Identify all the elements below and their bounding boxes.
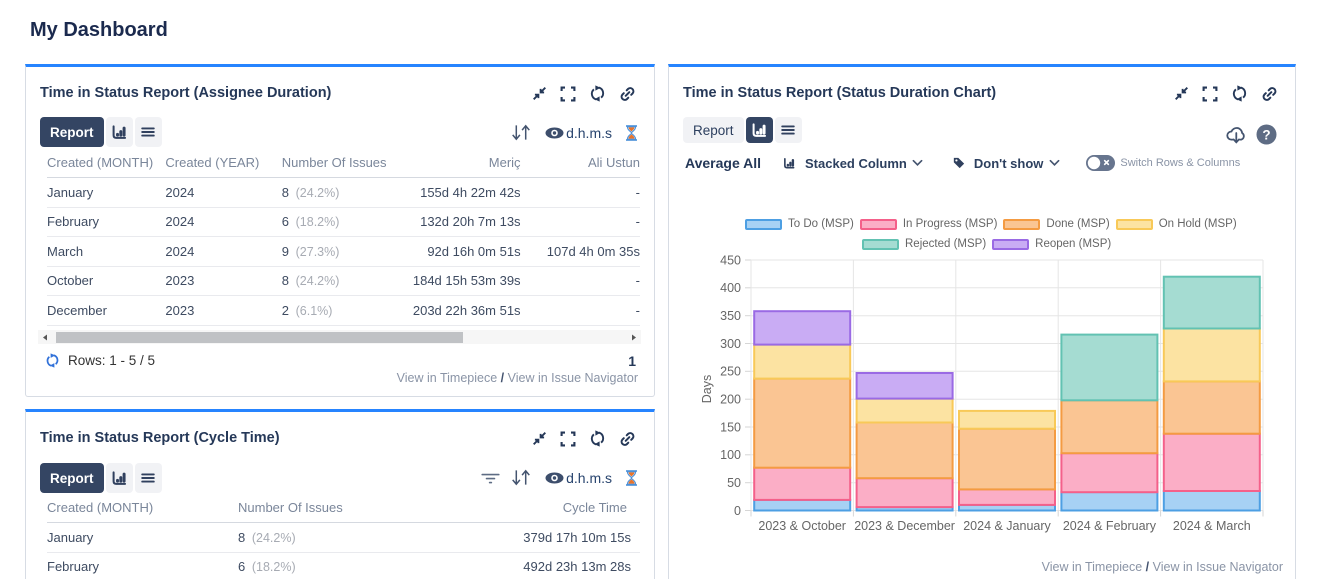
svg-text:350: 350 (720, 309, 741, 323)
svg-text:300: 300 (720, 337, 741, 351)
svg-text:2024 & February: 2024 & February (1063, 519, 1157, 533)
svg-text:2023 & October: 2023 & October (758, 519, 846, 533)
svg-text:400: 400 (720, 281, 741, 295)
svg-text:2023 & December: 2023 & December (854, 519, 955, 533)
svg-text:150: 150 (720, 420, 741, 434)
svg-text:100: 100 (720, 448, 741, 462)
svg-text:450: 450 (720, 253, 741, 267)
svg-text:0: 0 (734, 504, 741, 518)
svg-text:50: 50 (727, 476, 741, 490)
svg-text:?: ? (1262, 127, 1270, 142)
svg-text:Days: Days (700, 375, 714, 403)
svg-text:2024 & March: 2024 & March (1173, 519, 1251, 533)
svg-text:200: 200 (720, 393, 741, 407)
svg-text:250: 250 (720, 365, 741, 379)
svg-text:2024 & January: 2024 & January (963, 519, 1051, 533)
